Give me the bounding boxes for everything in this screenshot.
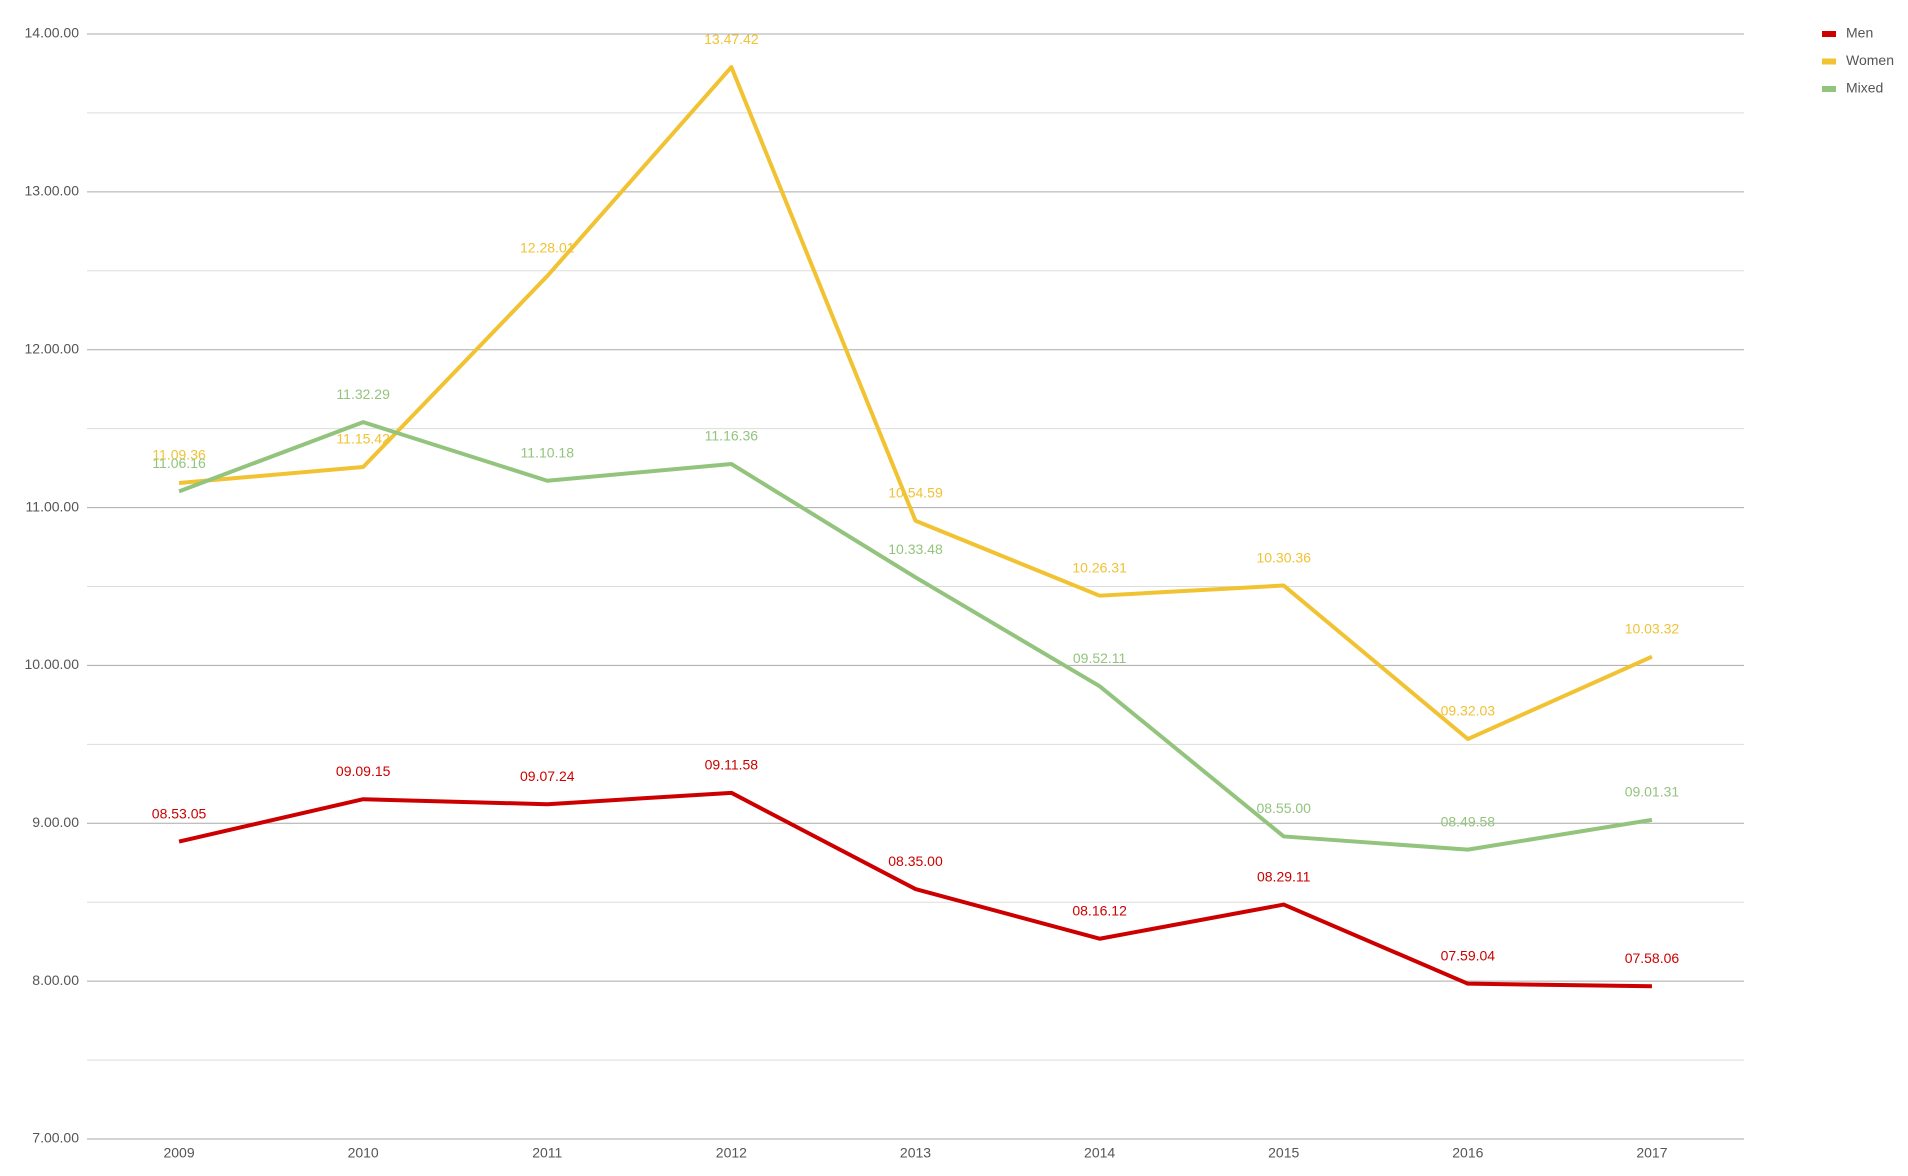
x-tick-label: 2013 — [900, 1145, 931, 1161]
data-label: 11.32.29 — [336, 386, 390, 402]
x-tick-label: 2015 — [1268, 1145, 1299, 1161]
y-tick-label: 10.00.00 — [25, 656, 80, 672]
x-tick-label: 2010 — [348, 1145, 379, 1161]
data-label: 11.06.16 — [152, 455, 206, 471]
data-label: 08.29.11 — [1257, 868, 1311, 884]
series-line — [178, 65, 1653, 742]
series-line — [178, 420, 1653, 852]
x-tick-label: 2017 — [1636, 1145, 1667, 1161]
data-label: 09.01.31 — [1625, 784, 1680, 800]
legend-swatch — [1822, 58, 1836, 65]
y-tick-label: 14.00.00 — [25, 25, 80, 41]
series-line — [178, 790, 1652, 989]
data-label: 09.07.24 — [520, 768, 575, 784]
y-tick-label: 7.00.00 — [32, 1130, 79, 1146]
data-label: 10.03.32 — [1625, 620, 1680, 636]
data-label: 11.15.42 — [336, 431, 390, 447]
data-label: 11.09.36 — [152, 447, 206, 463]
y-tick-label: 9.00.00 — [32, 814, 79, 830]
x-tick-label: 2011 — [532, 1145, 562, 1161]
legend-label: Mixed — [1846, 80, 1883, 96]
x-tick-label: 2014 — [1084, 1145, 1115, 1161]
legend-label: Women — [1846, 52, 1894, 68]
legend-label: Men — [1846, 25, 1873, 41]
y-tick-label: 8.00.00 — [32, 972, 79, 988]
y-tick-label: 11.00.00 — [26, 498, 80, 514]
data-label: 08.35.00 — [888, 853, 943, 869]
data-label: 09.11.58 — [705, 757, 759, 773]
data-label: 08.55.00 — [1256, 800, 1311, 816]
data-label: 08.16.12 — [1072, 902, 1127, 918]
data-label: 12.28.01 — [520, 240, 575, 256]
data-label: 07.58.06 — [1625, 950, 1680, 966]
x-tick-label: 2009 — [163, 1145, 194, 1161]
y-tick-label: 12.00.00 — [25, 340, 80, 356]
data-label: 10.33.48 — [888, 541, 943, 557]
data-label: 09.52.11 — [1073, 650, 1127, 666]
x-tick-label: 2016 — [1452, 1145, 1483, 1161]
data-label: 10.54.59 — [888, 484, 943, 500]
data-label: 07.59.04 — [1441, 947, 1496, 963]
legend-swatch — [1822, 31, 1836, 37]
data-label: 09.32.03 — [1441, 703, 1496, 719]
x-tick-label: 2012 — [716, 1145, 747, 1161]
data-label: 13.47.42 — [704, 31, 759, 47]
data-label: 08.53.05 — [152, 805, 207, 821]
legend-swatch — [1822, 86, 1836, 92]
data-label: 10.26.31 — [1072, 559, 1127, 575]
data-label: 10.30.36 — [1256, 549, 1311, 565]
data-label: 11.16.36 — [705, 428, 759, 444]
data-label: 09.09.15 — [336, 763, 391, 779]
data-label: 11.10.18 — [521, 444, 575, 460]
data-label: 08.49.58 — [1441, 813, 1496, 829]
y-tick-label: 13.00.00 — [25, 183, 80, 199]
